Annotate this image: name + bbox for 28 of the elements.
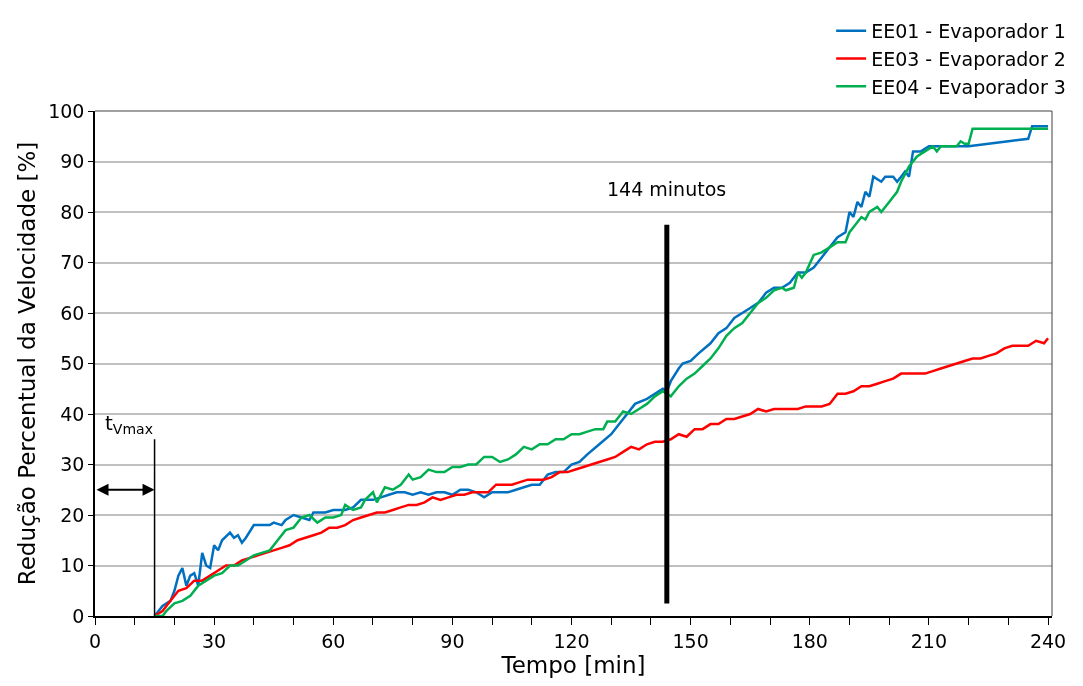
x-tick-label: 30 xyxy=(202,629,227,652)
ref-line-label: 144 minutos xyxy=(607,178,727,200)
x-tick-label: 0 xyxy=(88,629,102,652)
y-tick-label: 100 xyxy=(48,99,85,122)
x-tick-label: 240 xyxy=(1029,629,1067,652)
y-tick-label: 10 xyxy=(60,554,85,577)
x-tick-label: 120 xyxy=(553,629,590,652)
x-axis-title: Tempo [min] xyxy=(500,651,646,678)
x-tick-label: 60 xyxy=(321,629,346,652)
x-tick-label: 90 xyxy=(440,629,465,652)
ref-line-label: t$_{Vmax}$ xyxy=(105,411,153,438)
y-tick-label: 40 xyxy=(60,402,85,425)
y-tick-label: 70 xyxy=(60,251,85,274)
x-tick-label: 210 xyxy=(910,629,948,652)
y-axis-title: Redução Percentual da Velocidade [%] xyxy=(14,141,41,586)
y-tick-label: 90 xyxy=(60,150,85,173)
legend-label: EE01 - Evaporador 1 xyxy=(871,20,1066,43)
y-tick-label: 20 xyxy=(60,503,85,526)
y-tick-label: 50 xyxy=(60,352,85,375)
line-series xyxy=(153,337,1050,616)
legend-label: EE04 - Evaporador 3 xyxy=(871,75,1066,98)
y-tick-label: 0 xyxy=(72,604,85,627)
x-tick-label: 150 xyxy=(672,629,709,652)
legend-label: EE03 - Evaporador 2 xyxy=(871,47,1066,70)
y-tick-label: 60 xyxy=(60,301,85,324)
x-tick-label: 180 xyxy=(791,629,828,652)
y-tick-label: 30 xyxy=(60,453,85,476)
y-tick-label: 80 xyxy=(60,200,85,223)
